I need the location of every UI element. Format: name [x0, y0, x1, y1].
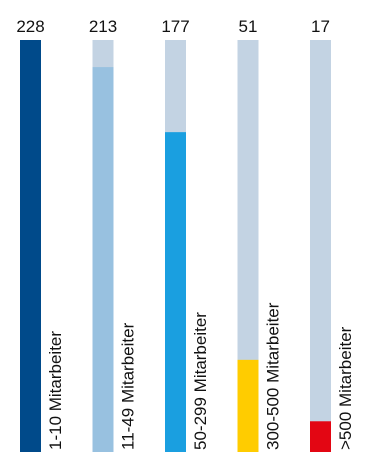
bar-2-category-label: 11-49 Mitarbeiter	[119, 322, 138, 450]
bar-5-category-label: >500 Mitarbeiter	[336, 326, 355, 450]
bar-4-group: 51 300-500 Mitarbeiter	[237, 17, 283, 452]
bar-5-value-label: 17	[311, 17, 330, 36]
bar-1-fill	[20, 40, 41, 452]
bar-4-value-label: 51	[239, 17, 258, 36]
bar-5-track	[310, 40, 331, 452]
bar-3-value-label: 177	[161, 17, 189, 36]
bar-3-group: 177 50-299 Mitarbeiter	[161, 17, 210, 452]
bar-1-category-label: 1-10 Mitarbeiter	[46, 331, 65, 450]
bar-5-group: 17 >500 Mitarbeiter	[310, 17, 355, 452]
bar-1-value-label: 228	[16, 17, 44, 36]
bar-4-fill	[237, 359, 259, 452]
bar-4-category-label: 300-500 Mitarbeiter	[264, 302, 283, 450]
bar-2-fill	[92, 67, 114, 453]
bar-2-value-label: 213	[89, 17, 117, 36]
bar-4-track	[237, 40, 259, 452]
bar-1-group: 228 1-10 Mitarbeiter	[16, 17, 65, 452]
bar-5-fill	[310, 421, 331, 452]
bar-3-category-label: 50-299 Mitarbeiter	[191, 312, 210, 450]
bar-2-group: 213 11-49 Mitarbeiter	[89, 17, 138, 453]
bar-3-fill	[165, 132, 186, 452]
